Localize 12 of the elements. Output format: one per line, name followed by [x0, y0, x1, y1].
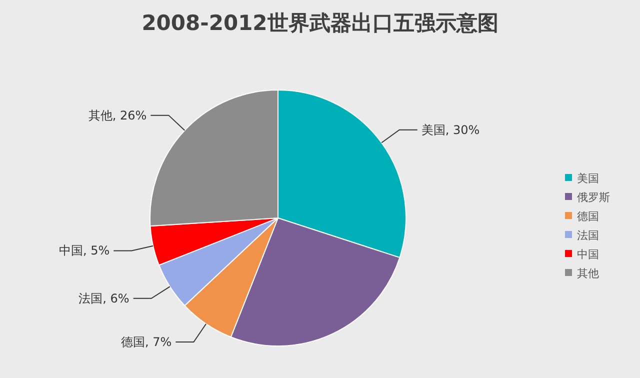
data-label: 美国, 30%: [421, 122, 480, 137]
legend-label: 法国: [577, 229, 599, 242]
data-label: 德国, 7%: [121, 335, 172, 350]
legend-label: 其他: [577, 267, 599, 280]
data-label: 中国, 5%: [58, 244, 110, 258]
legend-label: 美国: [577, 172, 599, 185]
chart-title: 2008-2012世界武器出口五强示意图: [142, 11, 498, 35]
legend-label: 中国: [577, 248, 599, 261]
legend-label: 德国: [577, 210, 599, 223]
data-label: 法国, 6%: [78, 291, 130, 306]
legend-label: 俄罗斯: [577, 191, 610, 204]
data-label: 其他, 26%: [88, 108, 147, 122]
